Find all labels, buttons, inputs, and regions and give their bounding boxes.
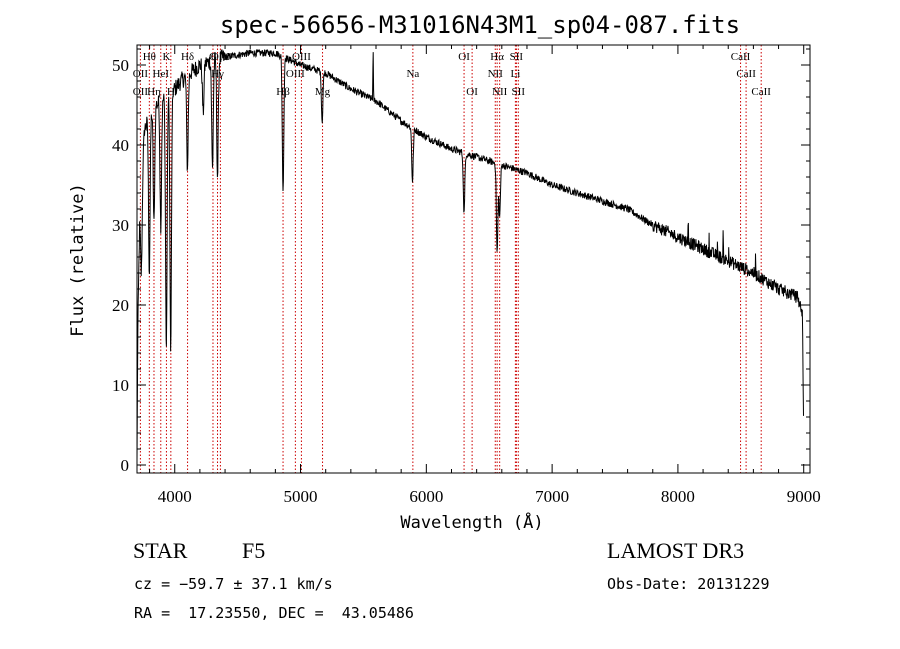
spectral-line-label: SII xyxy=(512,86,526,98)
x-tick-label: 7000 xyxy=(535,487,569,506)
spectral-line-label: OIII xyxy=(286,68,305,80)
spectral-line-label: Hη xyxy=(147,86,161,98)
y-tick-label: 40 xyxy=(112,136,129,155)
spectral-line-label: Hα xyxy=(490,51,504,63)
spectral-line-label: NII xyxy=(492,86,508,98)
x-tick-label: 4000 xyxy=(158,487,192,506)
y-tick-label: 20 xyxy=(112,296,129,315)
spectral-line-label: Hγ xyxy=(211,68,224,80)
spectral-line-label: K xyxy=(162,51,170,63)
x-tick-label: 8000 xyxy=(661,487,695,506)
spectral-line-label: HeI xyxy=(153,68,170,80)
chart-title: spec-56656-M31016N43M1_sp04-087.fits xyxy=(220,11,740,39)
obs-date: Obs-Date: 20131229 xyxy=(607,575,770,593)
spectral-line-label: Hθ xyxy=(143,51,156,63)
spectral-line-label: OII xyxy=(133,86,149,98)
x-axis-label: Wavelength (Å) xyxy=(400,511,543,533)
x-tick-label: 9000 xyxy=(787,487,821,506)
spectral-line-label: OIII xyxy=(292,51,311,63)
spectral-line-label: CaII xyxy=(736,68,756,80)
y-tick-label: 30 xyxy=(112,216,129,235)
survey-name: LAMOST DR3 xyxy=(607,538,745,563)
y-tick-label: 0 xyxy=(121,456,130,475)
spectral-line-label: OII xyxy=(133,68,149,80)
object-class: STAR xyxy=(133,538,188,563)
spectral-line-label: OI xyxy=(466,86,478,98)
spectral-line-markers xyxy=(139,45,762,473)
x-tick-label: 5000 xyxy=(284,487,318,506)
spectral-line-label: Hδ xyxy=(181,51,194,63)
redshift-info: cz = −59.7 ± 37.1 km/s xyxy=(134,575,333,593)
y-tick-label: 10 xyxy=(112,376,129,395)
spectral-line-label: Li xyxy=(510,68,520,80)
spectral-line-label: CaII xyxy=(751,86,771,98)
spectral-line-label: H xyxy=(167,86,175,98)
plot-frame xyxy=(136,44,811,474)
x-axis-ticks: 4000 5000 6000 7000 8000 9000 xyxy=(149,45,821,506)
spectral-line-label: G xyxy=(209,51,217,63)
object-subclass: F5 xyxy=(242,538,266,563)
y-axis-label: Flux (relative) xyxy=(68,183,88,337)
spectral-line-label: Na xyxy=(406,68,419,80)
x-tick-label: 6000 xyxy=(409,487,443,506)
y-tick-label: 50 xyxy=(112,56,129,75)
spectral-line-label: Hβ xyxy=(276,86,290,98)
spectral-line-label: NII xyxy=(488,68,504,80)
y-axis-ticks: 0 10 20 30 40 50 xyxy=(112,48,810,475)
spectrum-line xyxy=(136,49,804,463)
spectral-line-label: CaII xyxy=(731,51,751,63)
spectral-line-label: SII xyxy=(510,51,524,63)
coordinates: RA = 17.23550, DEC = 43.05486 xyxy=(134,604,414,622)
spectral-line-label: OI xyxy=(458,51,470,63)
